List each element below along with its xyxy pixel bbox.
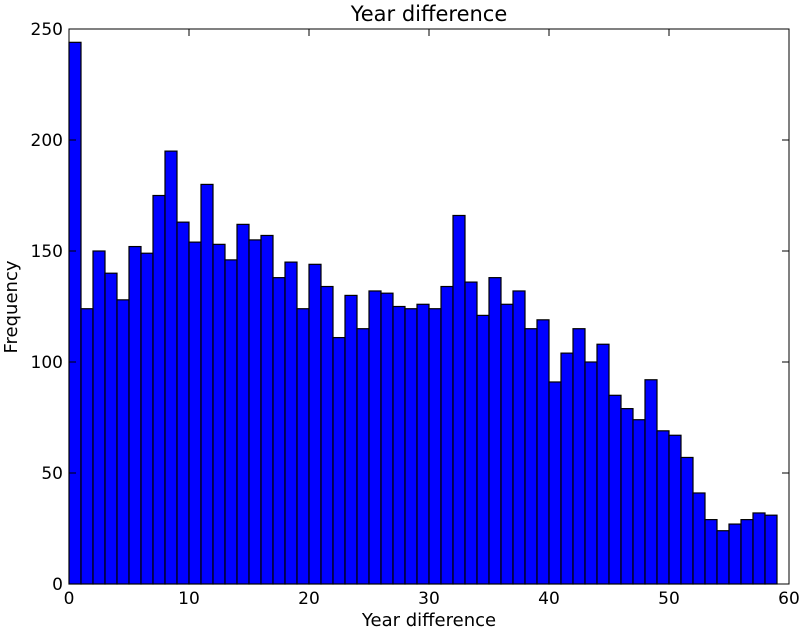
histogram-bar <box>380 292 394 585</box>
x-tick-label: 60 <box>778 589 800 609</box>
histogram-bar <box>740 519 754 585</box>
bars-group <box>68 41 778 585</box>
histogram-bar <box>260 234 274 585</box>
x-tick-label: 10 <box>178 589 200 609</box>
x-tick-label: 50 <box>658 589 680 609</box>
histogram-bar <box>176 221 190 585</box>
histogram-bar <box>452 214 466 585</box>
x-tick-label: 40 <box>538 589 560 609</box>
histogram-bar <box>644 379 658 585</box>
histogram-bar <box>356 328 370 585</box>
y-tick-label: 100 <box>31 353 63 373</box>
histogram-bar <box>320 285 334 585</box>
histogram-bar <box>200 183 214 585</box>
histogram-bar <box>344 294 358 585</box>
histogram-bar <box>296 308 310 585</box>
histogram-bar <box>572 328 586 585</box>
histogram-bar <box>188 241 202 585</box>
histogram-bar <box>212 243 226 585</box>
histogram-bar <box>620 408 634 585</box>
ticks-group: 0 10 20 30 40 50 60 0 50 100 150 200 250 <box>31 20 800 609</box>
histogram-bar <box>476 314 490 585</box>
histogram-bar <box>536 319 550 585</box>
histogram-bar <box>632 419 646 585</box>
y-tick-label: 0 <box>52 575 63 595</box>
histogram-bar <box>752 512 766 585</box>
histogram-bar <box>704 519 718 585</box>
y-axis-title: Frequency <box>1 260 22 353</box>
y-tick-label: 150 <box>31 242 63 262</box>
histogram-bar <box>500 303 514 585</box>
histogram-bar <box>368 290 382 585</box>
histogram-bar <box>248 239 262 585</box>
histogram-bar <box>416 303 430 585</box>
histogram-bar <box>392 305 406 585</box>
histogram-bar <box>488 277 502 585</box>
histogram-bar <box>440 285 454 585</box>
histogram-bar <box>128 245 142 585</box>
histogram-bar <box>236 223 250 585</box>
histogram-bar <box>140 252 154 585</box>
histogram-bar <box>608 394 622 585</box>
histogram-bar <box>668 434 682 585</box>
histogram-bar <box>464 281 478 585</box>
histogram-bar <box>524 328 538 585</box>
x-axis-title: Year difference <box>361 610 496 629</box>
x-tick-label: 20 <box>298 589 320 609</box>
histogram-bar <box>152 194 166 585</box>
histogram-bar <box>512 290 526 585</box>
histogram-bar <box>680 456 694 585</box>
histogram-bar <box>560 352 574 585</box>
histogram-bar <box>692 492 706 585</box>
histogram-bar <box>764 514 778 585</box>
histogram-bar <box>284 261 298 585</box>
histogram-bar <box>548 381 562 585</box>
histogram-bar <box>584 361 598 585</box>
histogram-bar <box>224 259 238 585</box>
histogram-bar <box>716 530 730 585</box>
chart-title: Year difference <box>350 2 508 26</box>
histogram-bar <box>164 150 178 585</box>
histogram-bar <box>104 272 118 585</box>
histogram-bar <box>596 343 610 585</box>
histogram-bar <box>308 263 322 585</box>
histogram-bar <box>272 277 286 585</box>
y-tick-label: 200 <box>31 131 63 151</box>
histogram-bar <box>116 299 130 585</box>
histogram-bar <box>656 430 670 585</box>
histogram-bar <box>80 308 94 585</box>
histogram-bar <box>68 41 82 585</box>
histogram-bar <box>728 523 742 585</box>
histogram-bar <box>428 308 442 585</box>
x-tick-label: 0 <box>64 589 75 609</box>
histogram-bar <box>332 336 346 585</box>
y-tick-label: 50 <box>41 464 63 484</box>
x-tick-label: 30 <box>418 589 440 609</box>
histogram-bar <box>92 250 106 585</box>
histogram-bar <box>404 308 418 585</box>
y-tick-label: 250 <box>31 20 63 40</box>
